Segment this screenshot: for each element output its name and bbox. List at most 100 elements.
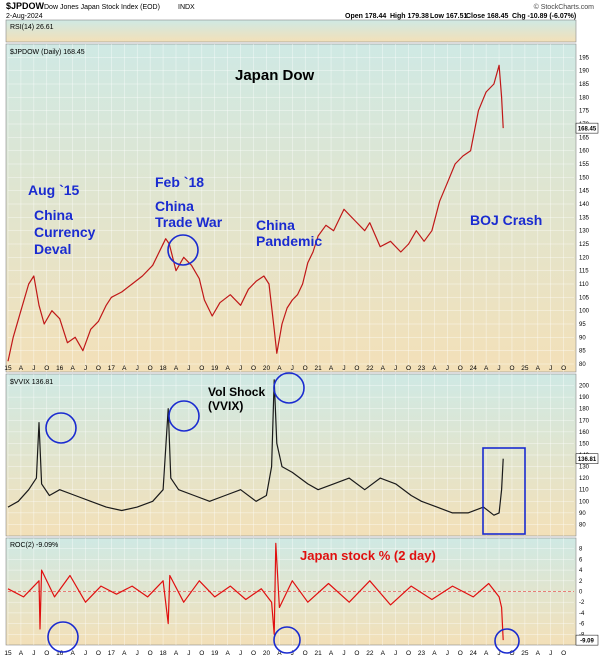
ohlc-low: Low 167.51: [430, 13, 467, 20]
y-tick-label: 130: [579, 229, 590, 235]
y-tick-label: 80: [579, 522, 586, 528]
price-panel: [5, 43, 577, 373]
roc-label: ROC(2) -9.09%: [10, 542, 58, 549]
chart-title: Japan Dow: [235, 67, 315, 84]
price-last-value-box: [575, 122, 599, 134]
x-tick-label-bottom: A: [277, 650, 282, 657]
x-tick-label-bottom: 22: [366, 650, 374, 657]
y-tick-label: 6: [579, 557, 583, 563]
x-tick-label: J: [342, 365, 345, 372]
vvix-label: $VVIX 136.81: [10, 379, 53, 386]
y-tick-label: 200: [579, 384, 590, 390]
x-tick-label: O: [354, 365, 359, 372]
watermark: © StockCharts.com: [534, 3, 595, 11]
rsi-label: RSI(14) 26.61: [10, 24, 54, 31]
circle-roc-2015: [47, 621, 79, 653]
x-tick-label-bottom: O: [509, 650, 514, 657]
x-tick-label: 16: [56, 365, 64, 372]
ohlc-close: Close 168.45: [466, 13, 509, 20]
annotation-china-trade-2: Trade War: [155, 214, 223, 230]
y-tick-label: 190: [579, 395, 590, 401]
y-tick-label: 110: [579, 282, 589, 288]
y-tick-label: 8: [579, 547, 583, 553]
y-tick-label: 135: [579, 215, 590, 221]
x-tick-label-bottom: A: [381, 650, 386, 657]
symbol: $JPDOW: [6, 1, 45, 11]
x-tick-label: O: [96, 365, 101, 372]
x-tick-label-bottom: 25: [521, 650, 529, 657]
x-tick-label-bottom: A: [122, 650, 127, 657]
y-tick-label: 100: [579, 499, 590, 505]
x-tick-label-bottom: A: [536, 650, 541, 657]
box-vvix-2024: [482, 447, 526, 535]
x-tick-label-bottom: O: [44, 650, 49, 657]
annotation-china-currency-1: China: [34, 207, 73, 223]
x-tick-label-bottom: 16: [56, 650, 64, 657]
y-tick-label: 130: [579, 465, 590, 471]
x-tick-label-bottom: 24: [470, 650, 478, 657]
y-tick-label: 145: [579, 189, 590, 195]
x-tick-label: O: [509, 365, 514, 372]
y-tick-label: 190: [579, 69, 590, 75]
x-tick-label-bottom: O: [148, 650, 153, 657]
y-tick-label: 2: [579, 579, 583, 585]
y-tick-label: 170: [579, 418, 590, 424]
x-tick-label-bottom: J: [136, 650, 139, 657]
x-tick-label: J: [136, 365, 139, 372]
x-tick-label: J: [32, 365, 35, 372]
x-tick-label-bottom: 15: [4, 650, 12, 657]
y-tick-label: -4: [579, 611, 585, 617]
x-tick-label-bottom: J: [446, 650, 449, 657]
circle-trade-war: [167, 234, 199, 266]
x-tick-label-bottom: J: [187, 650, 190, 657]
x-tick-label-bottom: A: [174, 650, 179, 657]
price-series-line: [7, 64, 504, 362]
rsi-panel: [5, 19, 577, 43]
x-tick-label: A: [226, 365, 231, 372]
x-tick-label-bottom: A: [484, 650, 489, 657]
x-tick-label-bottom: J: [497, 650, 500, 657]
x-tick-label-bottom: 21: [315, 650, 323, 657]
vvix-last-value: 136.81: [578, 457, 597, 463]
x-tick-label: J: [291, 365, 294, 372]
x-tick-label: J: [394, 365, 397, 372]
x-tick-label-bottom: J: [394, 650, 397, 657]
annotation-aug15: Aug `15: [28, 182, 80, 198]
x-tick-label-bottom: J: [291, 650, 294, 657]
index-name: Dow Jones Japan Stock Index (EOD): [44, 4, 160, 11]
date: 2-Aug-2024: [6, 13, 43, 20]
x-tick-label: 21: [315, 365, 323, 372]
x-tick-label-bottom: 23: [418, 650, 426, 657]
y-tick-label: 90: [579, 511, 586, 517]
x-tick-label: J: [549, 365, 552, 372]
x-tick-label: A: [19, 365, 24, 372]
annotation-feb18: Feb `18: [155, 174, 204, 190]
circle-roc-2020: [273, 626, 301, 654]
y-tick-label: 185: [579, 82, 590, 88]
roc-last-value: -9.09: [580, 639, 594, 645]
y-tick-label: 105: [579, 295, 590, 301]
x-tick-label: J: [187, 365, 190, 372]
x-tick-label: J: [84, 365, 87, 372]
y-axis-ticks: 8085909510010511011512012513013514014515…: [575, 55, 599, 646]
x-tick-label: A: [70, 365, 75, 372]
y-tick-label: 90: [579, 335, 586, 341]
x-tick-label: A: [536, 365, 541, 372]
y-tick-label: 120: [579, 255, 590, 261]
x-tick-label: J: [239, 365, 242, 372]
ohlc-high: High 179.38: [390, 13, 429, 20]
x-tick-label: A: [329, 365, 334, 372]
y-tick-label: -6: [579, 622, 585, 628]
x-tick-label: O: [199, 365, 204, 372]
x-tick-label: 15: [4, 365, 12, 372]
x-tick-label: A: [484, 365, 489, 372]
x-tick-label: A: [381, 365, 386, 372]
x-tick-label: 17: [108, 365, 116, 372]
x-tick-label-bottom: A: [226, 650, 231, 657]
x-tick-label: O: [251, 365, 256, 372]
y-tick-label: 120: [579, 476, 590, 482]
x-tick-label-bottom: O: [251, 650, 256, 657]
x-tick-label-bottom: 17: [108, 650, 116, 657]
x-tick-label-bottom: O: [199, 650, 204, 657]
